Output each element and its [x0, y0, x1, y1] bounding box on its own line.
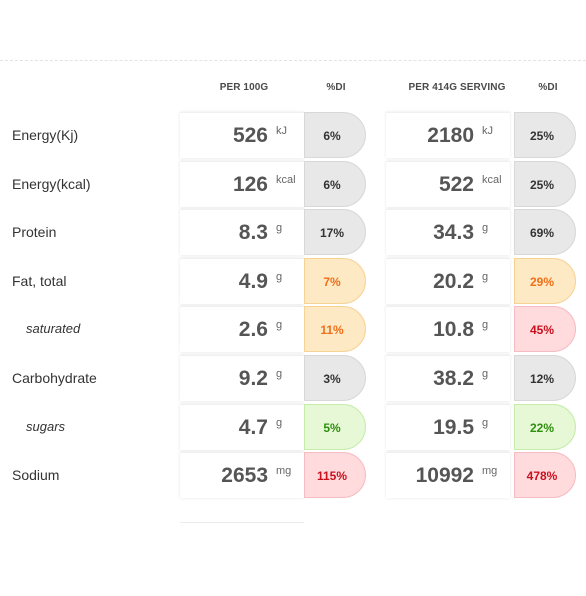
nutrient-label: Protein: [12, 224, 57, 241]
per-100g-value: 2653: [221, 464, 268, 488]
nutrient-label: Energy(Kj): [12, 127, 79, 143]
di-serving-badge: 22%: [514, 403, 576, 450]
bottom-divider: [180, 522, 304, 523]
di-100g-badge: 3%: [304, 355, 366, 401]
per-100g-cell: 526 kJ: [180, 112, 304, 158]
per-100g-unit: kcal: [276, 173, 296, 186]
nutrient-label: sugars: [26, 418, 66, 434]
per-100g-value: 126: [232, 172, 268, 196]
per-serving-unit: g: [482, 222, 489, 235]
nutrient-row: saturated 2.6 g 11% 10.8 g 45%: [0, 306, 586, 353]
per-serving-value: 19.5: [433, 415, 474, 439]
di-serving-badge: 29%: [514, 257, 576, 304]
per-serving-value: 10.8: [433, 318, 474, 342]
per-100g-cell: 126 kcal: [180, 160, 304, 207]
nutrient-row: Sodium 2653 mg 115% 10992 mg 478%: [0, 452, 586, 499]
per-100g-cell: 2653 mg: [180, 452, 304, 499]
per-100g-value: 8.3: [238, 221, 268, 245]
per-100g-value: 526: [232, 124, 268, 147]
per-100g-unit: g: [276, 222, 283, 235]
per-100g-unit: g: [276, 319, 283, 332]
per-serving-unit: g: [482, 368, 489, 380]
di-serving-badge: 69%: [514, 209, 576, 256]
per-100g-value: 4.7: [238, 415, 268, 439]
nutrient-row: sugars 4.7 g 5% 19.5 g 22%: [0, 403, 586, 450]
per-serving-cell: 10992 mg: [386, 452, 510, 499]
nutrient-label: saturated: [26, 321, 81, 337]
di-100g-badge: 11%: [304, 306, 366, 353]
per-serving-unit: mg: [482, 465, 498, 478]
per-100g-unit: kJ: [276, 125, 287, 137]
per-serving-unit: g: [482, 270, 489, 283]
per-serving-value: 10992: [415, 464, 474, 488]
di-100g-badge: 115%: [304, 452, 366, 499]
nutrient-row: Energy(Kj) 526 kJ 6% 2180 kJ 25%: [0, 112, 586, 158]
per-serving-value: 522: [438, 172, 474, 196]
di-100g-badge: 7%: [304, 257, 366, 304]
per-100g-unit: mg: [276, 465, 292, 478]
header-per-100g: PER 100G: [219, 82, 269, 93]
per-serving-value: 38.2: [433, 367, 474, 390]
nutrient-row: Energy(kcal) 126 kcal 6% 522 kcal 25%: [0, 160, 586, 207]
per-serving-cell: 10.8 g: [386, 306, 510, 353]
per-100g-value: 2.6: [238, 318, 268, 342]
nutrient-label: Sodium: [12, 467, 60, 484]
di-100g-badge: 5%: [304, 403, 366, 450]
per-serving-unit: kcal: [482, 173, 502, 186]
per-serving-unit: kJ: [482, 125, 493, 137]
per-100g-unit: g: [276, 270, 283, 283]
di-serving-badge: 45%: [514, 306, 576, 353]
per-serving-value: 20.2: [433, 269, 474, 293]
di-serving-badge: 25%: [514, 160, 576, 207]
per-serving-value: 34.3: [433, 221, 474, 245]
nutrient-row: Fat, total 4.9 g 7% 20.2 g 29%: [0, 257, 586, 304]
per-100g-unit: g: [276, 416, 283, 429]
per-100g-cell: 2.6 g: [180, 306, 304, 353]
header-per-serving: PER 414G SERVING: [408, 82, 506, 93]
per-100g-value: 4.9: [238, 269, 268, 293]
per-100g-value: 9.2: [238, 367, 268, 390]
per-100g-cell: 4.9 g: [180, 257, 304, 304]
per-serving-cell: 19.5 g: [386, 403, 510, 450]
di-serving-badge: 25%: [514, 112, 576, 158]
per-serving-cell: 522 kcal: [386, 160, 510, 207]
per-serving-unit: g: [482, 416, 489, 429]
per-serving-cell: 38.2 g: [386, 355, 510, 401]
per-100g-unit: g: [276, 368, 283, 380]
top-divider: [0, 60, 586, 61]
header-di-2: %DI: [538, 82, 558, 93]
per-serving-cell: 34.3 g: [386, 209, 510, 256]
nutrient-label: Carbohydrate: [12, 370, 97, 386]
per-serving-value: 2180: [427, 124, 474, 147]
di-serving-badge: 12%: [514, 355, 576, 401]
per-100g-cell: 8.3 g: [180, 209, 304, 256]
per-100g-cell: 4.7 g: [180, 403, 304, 450]
nutrient-label: Energy(kcal): [12, 175, 91, 192]
per-serving-unit: g: [482, 319, 489, 332]
nutrient-row: Protein 8.3 g 17% 34.3 g 69%: [0, 209, 586, 256]
per-serving-cell: 2180 kJ: [386, 112, 510, 158]
nutrient-row: Carbohydrate 9.2 g 3% 38.2 g 12%: [0, 355, 586, 401]
di-100g-badge: 6%: [304, 112, 366, 158]
per-serving-cell: 20.2 g: [386, 257, 510, 304]
di-100g-badge: 17%: [304, 209, 366, 256]
header-di-1: %DI: [326, 82, 346, 93]
di-serving-badge: 478%: [514, 452, 576, 499]
per-100g-cell: 9.2 g: [180, 355, 304, 401]
di-100g-badge: 6%: [304, 160, 366, 207]
nutrient-label: Fat, total: [12, 272, 67, 289]
